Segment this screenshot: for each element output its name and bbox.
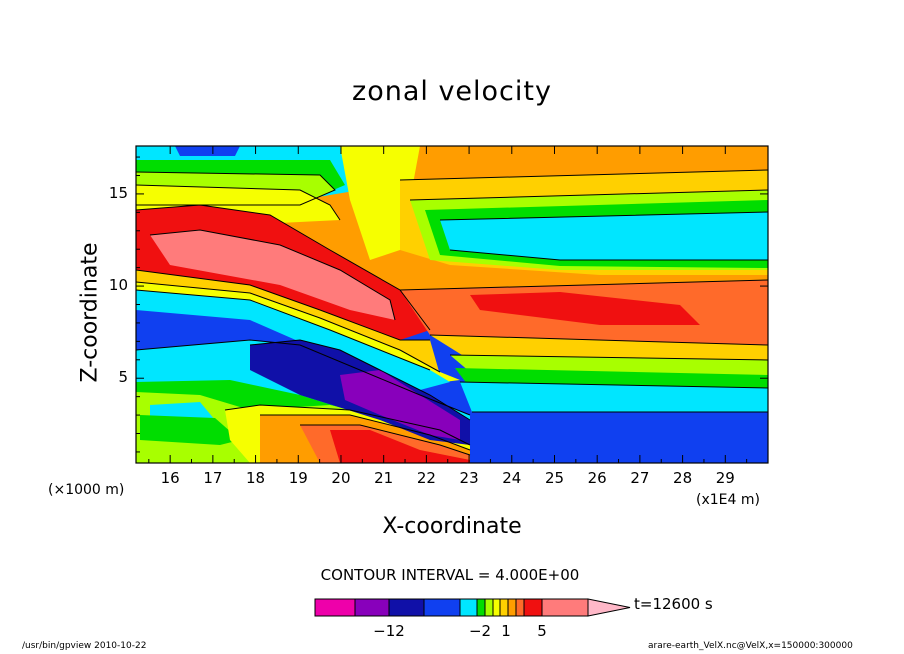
- x-tick-label: 16: [160, 469, 180, 487]
- x-tick-label: 17: [203, 469, 223, 487]
- colorbar-extension: [587, 598, 631, 617]
- colorbar-segment: [541, 598, 589, 617]
- footer-left: /usr/bin/gpview 2010-10-22: [22, 641, 147, 651]
- y-tick-label: 10: [108, 276, 128, 295]
- x-tick-label: 19: [288, 469, 308, 487]
- y-axis-label: Z-coordinate: [77, 242, 103, 383]
- x-tick-label: 28: [673, 469, 693, 487]
- x-tick-label: 24: [502, 469, 522, 487]
- axis-ticks: [136, 146, 768, 463]
- colorbar-segment: [499, 598, 509, 617]
- x-tick-label: 25: [544, 469, 565, 487]
- contour-fill: [136, 146, 768, 463]
- x-tick-label: 27: [630, 469, 650, 487]
- x-tick-label: 18: [246, 469, 266, 487]
- colorbar-segment: [484, 598, 494, 617]
- colorbar-label: 1: [501, 622, 511, 640]
- x-tick-label: 26: [587, 469, 607, 487]
- colorbar-segment: [459, 598, 478, 617]
- colorbar-segment: [423, 598, 461, 617]
- colorbar: [314, 598, 631, 617]
- time-label: t=12600 s: [634, 595, 713, 613]
- x-tick-label: 21: [374, 469, 394, 487]
- x-units-label: (×1000 m): [48, 482, 125, 498]
- x-scale-note: (x1E4 m): [696, 492, 760, 508]
- x-axis-label: X-coordinate: [382, 514, 522, 539]
- colorbar-label: −2: [468, 622, 492, 640]
- colorbar-label: 5: [537, 622, 547, 640]
- colorbar-segment: [507, 598, 517, 617]
- x-tick-label: 22: [416, 469, 436, 487]
- colorbar-segment: [354, 598, 390, 617]
- x-tick-label: 23: [459, 469, 479, 487]
- contour-interval-text: CONTOUR INTERVAL = 4.000E+00: [320, 566, 580, 584]
- colorbar-segment: [492, 598, 501, 617]
- colorbar-label: −12: [373, 622, 405, 640]
- y-tick-label: 5: [118, 368, 128, 387]
- colorbar-segment: [523, 598, 543, 617]
- colorbar-segment: [515, 598, 525, 617]
- x-tick-label: 20: [331, 469, 351, 487]
- colorbar-segment: [314, 598, 356, 617]
- colorbar-segment: [476, 598, 486, 617]
- x-tick-label: 29: [715, 469, 735, 487]
- chart-title: zonal velocity: [352, 76, 552, 107]
- colorbar-segment: [388, 598, 425, 617]
- footer-right: arare-earth_VelX.nc@VelX,x=150000:300000: [648, 641, 853, 651]
- y-tick-label: 15: [108, 183, 128, 202]
